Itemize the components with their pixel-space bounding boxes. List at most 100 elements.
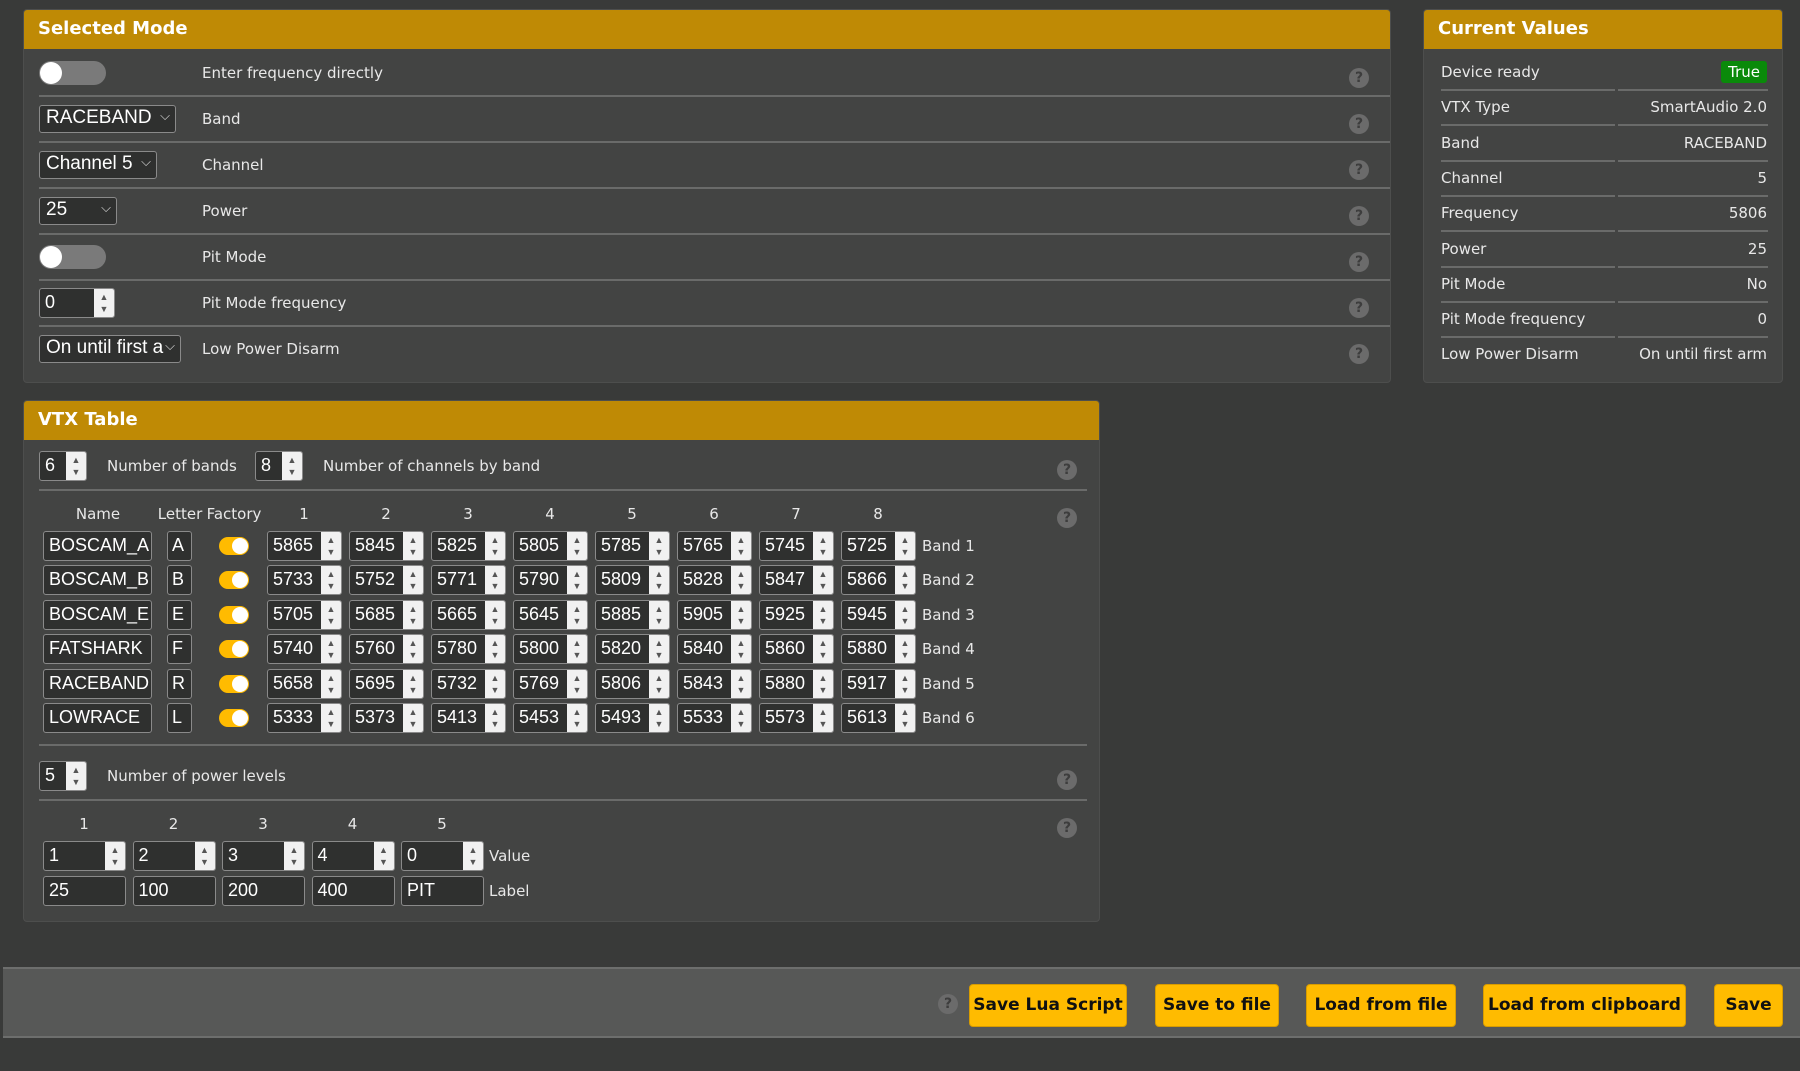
select-power[interactable]: 25 ⌵ <box>39 197 117 225</box>
spinner-arrows-icon[interactable]: ▲ ▼ <box>321 669 341 698</box>
spinner-arrows-icon[interactable]: ▲ ▼ <box>485 566 505 595</box>
number-of-channels-input[interactable]: 8 ▲ ▼ <box>255 451 303 481</box>
spinner-arrows-icon[interactable]: ▲ ▼ <box>485 600 505 629</box>
frequency-input[interactable]: 5885 ▲ ▼ <box>595 599 670 630</box>
band-letter-input[interactable]: R <box>167 668 192 699</box>
frequency-input[interactable]: 5373 ▲ ▼ <box>349 703 424 733</box>
frequency-input[interactable]: 5760 ▲ ▼ <box>349 634 424 665</box>
frequency-input[interactable]: 5752 ▲ ▼ <box>349 565 424 596</box>
spinner-arrows-icon[interactable]: ▲ ▼ <box>485 704 505 732</box>
band-letter-input[interactable]: B <box>167 565 192 596</box>
factory-toggle[interactable] <box>219 571 249 590</box>
spinner-arrows-icon[interactable]: ▲ ▼ <box>321 704 341 732</box>
band-letter-input[interactable]: F <box>167 634 192 665</box>
spinner-arrows-icon[interactable]: ▲ ▼ <box>813 532 833 560</box>
question-circle-icon[interactable]: ? <box>1057 818 1077 838</box>
toggle-switch[interactable] <box>39 61 106 85</box>
power-label-input[interactable]: PIT <box>401 876 484 906</box>
frequency-input[interactable]: 5865 ▲ ▼ <box>267 531 342 561</box>
spinner-arrows-icon[interactable]: ▲ ▼ <box>895 669 915 698</box>
spinner-arrows-icon[interactable]: ▲ ▼ <box>321 532 341 560</box>
pit-mode-frequency-input[interactable]: 0 ▲ ▼ <box>39 288 115 318</box>
select-low-power-disarm[interactable]: On until first a ⌵ <box>39 335 181 363</box>
spinner-arrows-icon[interactable]: ▲ ▼ <box>373 842 394 870</box>
spinner-arrows-icon[interactable]: ▲ ▼ <box>485 669 505 698</box>
band-letter-input[interactable]: L <box>167 703 192 733</box>
frequency-input[interactable]: 5917 ▲ ▼ <box>841 668 916 699</box>
spinner-arrows-icon[interactable]: ▲ ▼ <box>567 532 587 560</box>
frequency-input[interactable]: 5769 ▲ ▼ <box>513 668 588 699</box>
frequency-input[interactable]: 5658 ▲ ▼ <box>267 668 342 699</box>
frequency-input[interactable]: 5805 ▲ ▼ <box>513 531 588 561</box>
frequency-input[interactable]: 5800 ▲ ▼ <box>513 634 588 665</box>
spinner-arrows-icon[interactable]: ▲ ▼ <box>66 452 86 480</box>
spinner-arrows-icon[interactable]: ▲ ▼ <box>731 635 751 664</box>
frequency-input[interactable]: 5905 ▲ ▼ <box>677 599 752 630</box>
frequency-input[interactable]: 5945 ▲ ▼ <box>841 599 916 630</box>
question-circle-icon[interactable]: ? <box>1349 68 1369 88</box>
frequency-input[interactable]: 5732 ▲ ▼ <box>431 668 506 699</box>
spinner-arrows-icon[interactable]: ▲ ▼ <box>321 635 341 664</box>
spinner-arrows-icon[interactable]: ▲ ▼ <box>649 600 669 629</box>
frequency-input[interactable]: 5790 ▲ ▼ <box>513 565 588 596</box>
spinner-arrows-icon[interactable]: ▲ ▼ <box>485 532 505 560</box>
frequency-input[interactable]: 5733 ▲ ▼ <box>267 565 342 596</box>
power-label-input[interactable]: 25 <box>43 876 126 906</box>
spinner-arrows-icon[interactable]: ▲ ▼ <box>94 289 114 317</box>
spinner-arrows-icon[interactable]: ▲ ▼ <box>403 704 423 732</box>
factory-toggle[interactable] <box>219 709 249 727</box>
band-name-input[interactable]: BOSCAM_B <box>43 565 152 596</box>
power-value-input[interactable]: 2 ▲ ▼ <box>132 841 216 871</box>
save-lua-script-button[interactable]: Save Lua Script <box>969 984 1127 1027</box>
spinner-arrows-icon[interactable]: ▲ ▼ <box>649 669 669 698</box>
power-label-input[interactable]: 100 <box>132 876 216 906</box>
question-circle-icon[interactable]: ? <box>1349 298 1369 318</box>
frequency-input[interactable]: 5806 ▲ ▼ <box>595 668 670 699</box>
frequency-input[interactable]: 5745 ▲ ▼ <box>759 531 834 561</box>
spinner-arrows-icon[interactable]: ▲ ▼ <box>731 669 751 698</box>
frequency-input[interactable]: 5573 ▲ ▼ <box>759 703 834 733</box>
spinner-arrows-icon[interactable]: ▲ ▼ <box>463 842 483 870</box>
spinner-arrows-icon[interactable]: ▲ ▼ <box>194 842 215 870</box>
spinner-arrows-icon[interactable]: ▲ ▼ <box>649 704 669 732</box>
frequency-input[interactable]: 5533 ▲ ▼ <box>677 703 752 733</box>
factory-toggle[interactable] <box>219 537 249 555</box>
number-of-bands-input[interactable]: 6 ▲ ▼ <box>39 451 87 481</box>
band-letter-input[interactable]: E <box>167 599 192 630</box>
frequency-input[interactable]: 5685 ▲ ▼ <box>349 599 424 630</box>
select-channel[interactable]: Channel 5 ⌵ <box>39 151 157 179</box>
frequency-input[interactable]: 5820 ▲ ▼ <box>595 634 670 665</box>
band-name-input[interactable]: LOWRACE <box>43 703 152 733</box>
frequency-input[interactable]: 5613 ▲ ▼ <box>841 703 916 733</box>
question-circle-icon[interactable]: ? <box>1057 460 1077 480</box>
spinner-arrows-icon[interactable]: ▲ ▼ <box>731 532 751 560</box>
frequency-input[interactable]: 5785 ▲ ▼ <box>595 531 670 561</box>
frequency-input[interactable]: 5880 ▲ ▼ <box>759 668 834 699</box>
spinner-arrows-icon[interactable]: ▲ ▼ <box>105 842 125 870</box>
factory-toggle[interactable] <box>219 605 249 624</box>
question-circle-icon[interactable]: ? <box>1349 344 1369 364</box>
question-circle-icon[interactable]: ? <box>1349 206 1369 226</box>
power-value-input[interactable]: 3 ▲ ▼ <box>222 841 305 871</box>
save-button[interactable]: Save <box>1714 984 1783 1027</box>
power-value-input[interactable]: 0 ▲ ▼ <box>401 841 484 871</box>
question-circle-icon[interactable]: ? <box>1057 770 1077 790</box>
spinner-arrows-icon[interactable]: ▲ ▼ <box>813 600 833 629</box>
band-letter-input[interactable]: A <box>167 531 192 561</box>
spinner-arrows-icon[interactable]: ▲ ▼ <box>731 704 751 732</box>
spinner-arrows-icon[interactable]: ▲ ▼ <box>567 600 587 629</box>
spinner-arrows-icon[interactable]: ▲ ▼ <box>649 532 669 560</box>
spinner-arrows-icon[interactable]: ▲ ▼ <box>66 762 86 790</box>
spinner-arrows-icon[interactable]: ▲ ▼ <box>649 566 669 595</box>
frequency-input[interactable]: 5725 ▲ ▼ <box>841 531 916 561</box>
load-from-file-button[interactable]: Load from file <box>1306 984 1456 1027</box>
power-value-input[interactable]: 4 ▲ ▼ <box>311 841 395 871</box>
frequency-input[interactable]: 5780 ▲ ▼ <box>431 634 506 665</box>
frequency-input[interactable]: 5771 ▲ ▼ <box>431 565 506 596</box>
frequency-input[interactable]: 5825 ▲ ▼ <box>431 531 506 561</box>
frequency-input[interactable]: 5860 ▲ ▼ <box>759 634 834 665</box>
band-name-input[interactable]: FATSHARK <box>43 634 152 665</box>
spinner-arrows-icon[interactable]: ▲ ▼ <box>403 532 423 560</box>
spinner-arrows-icon[interactable]: ▲ ▼ <box>284 842 304 870</box>
spinner-arrows-icon[interactable]: ▲ ▼ <box>567 635 587 664</box>
